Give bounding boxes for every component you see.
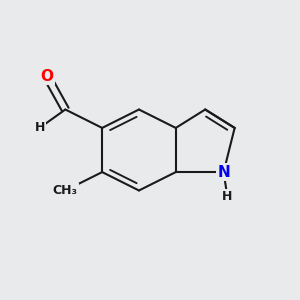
Text: H: H (222, 190, 232, 202)
Text: N: N (217, 165, 230, 180)
Text: CH₃: CH₃ (53, 184, 78, 197)
Text: O: O (40, 69, 53, 84)
Text: H: H (34, 122, 45, 134)
